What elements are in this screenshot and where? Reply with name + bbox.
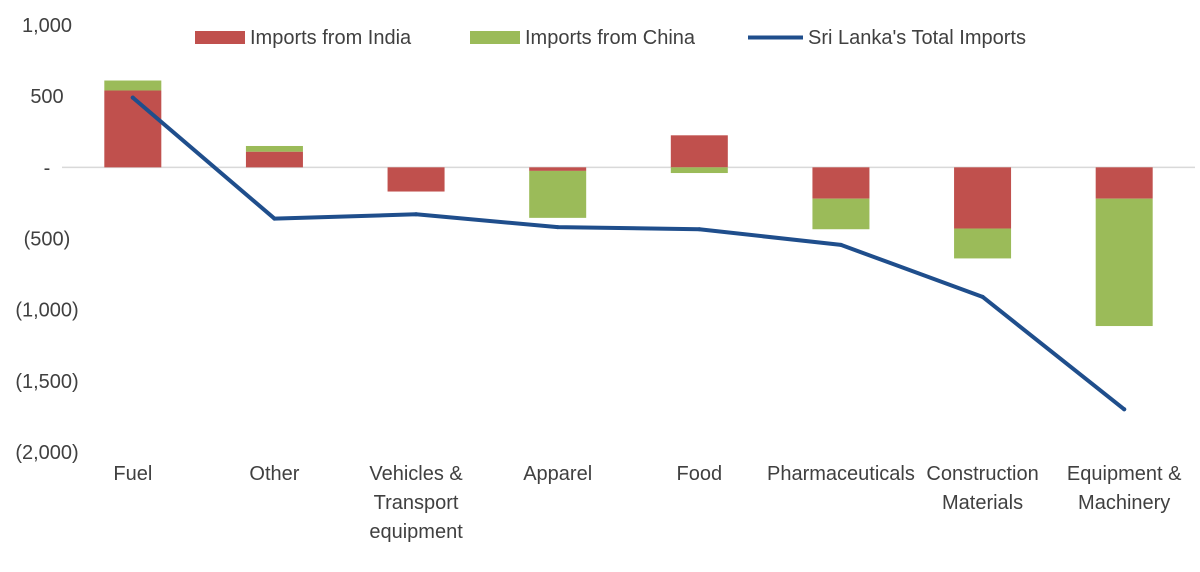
y-tick-label: (1,000) bbox=[15, 300, 78, 322]
y-tick-label: - bbox=[44, 157, 51, 179]
x-category-label-line: Apparel bbox=[523, 463, 592, 485]
x-category-label-line: Materials bbox=[942, 492, 1023, 514]
bar-imports-from-china bbox=[1095, 198, 1153, 327]
total-imports-point bbox=[1122, 407, 1127, 412]
x-category-label-line: Pharmaceuticals bbox=[767, 463, 915, 485]
x-category-label-line: Transport bbox=[374, 492, 459, 514]
total-imports-point bbox=[130, 95, 135, 100]
y-tick-label: (500) bbox=[24, 229, 71, 251]
bar-imports-from-india bbox=[245, 151, 303, 168]
total-imports-line bbox=[130, 95, 1127, 412]
bar-imports-from-china bbox=[529, 170, 587, 218]
legend-label: Imports from India bbox=[250, 27, 412, 49]
bar-imports-from-india bbox=[529, 167, 587, 171]
x-category-label: Pharmaceuticals bbox=[767, 463, 915, 485]
total-imports-point bbox=[555, 225, 560, 230]
x-category-label: Fuel bbox=[113, 463, 152, 485]
x-category-label-line: Other bbox=[249, 463, 299, 485]
bar-imports-from-india bbox=[670, 135, 728, 168]
legend-swatch bbox=[470, 31, 520, 44]
total-imports-point bbox=[414, 212, 419, 217]
legend-swatch bbox=[195, 31, 245, 44]
x-category-label: Construction Materials bbox=[926, 463, 1038, 514]
y-tick-label: (2,000) bbox=[15, 442, 78, 464]
line-series bbox=[130, 95, 1127, 412]
bar-imports-from-india bbox=[387, 167, 445, 192]
bar-imports-from-china bbox=[104, 80, 162, 91]
x-category-label-line: Machinery bbox=[1078, 492, 1170, 514]
legend: Imports from India Imports from China Sri … bbox=[195, 27, 1026, 49]
bars bbox=[104, 80, 1153, 327]
bar-imports-from-india bbox=[1095, 167, 1153, 199]
x-category-label-line: Food bbox=[677, 463, 723, 485]
bar-imports-from-china bbox=[670, 167, 728, 174]
legend-label: Sri Lanka's Total Imports bbox=[808, 27, 1026, 49]
x-category-label-line: equipment bbox=[369, 521, 463, 543]
y-tick-label: 1,000 bbox=[22, 15, 72, 37]
bar-imports-from-china bbox=[812, 198, 870, 230]
legend-label: Imports from China bbox=[525, 27, 696, 49]
bar-imports-from-india bbox=[954, 167, 1012, 229]
x-category-label: Apparel bbox=[523, 463, 592, 485]
x-category-label-line: Equipment & bbox=[1067, 463, 1182, 485]
x-category-label: Other bbox=[249, 463, 299, 485]
y-tick-label: 500 bbox=[30, 86, 63, 108]
x-category-label-line: Construction bbox=[926, 463, 1038, 485]
y-axis: 1,000 500 - (500) (1,000) (1,500) (2,000) bbox=[15, 15, 78, 464]
bar-imports-from-china bbox=[954, 228, 1012, 259]
x-category-label: Food bbox=[677, 463, 723, 485]
total-imports-point bbox=[838, 242, 843, 247]
total-imports-point bbox=[980, 294, 985, 299]
bar-imports-from-china bbox=[245, 145, 303, 152]
x-category-label-line: Fuel bbox=[113, 463, 152, 485]
bar-imports-from-india bbox=[812, 167, 870, 199]
total-imports-point bbox=[272, 216, 277, 221]
x-category-label-line: Vehicles & bbox=[369, 463, 463, 485]
bar-imports-from-india bbox=[104, 90, 162, 168]
x-axis: Fuel Other Vehicles & Transport equipment App… bbox=[113, 463, 1182, 543]
x-category-label: Equipment & Machinery bbox=[1067, 463, 1182, 514]
total-imports-point bbox=[697, 227, 702, 232]
y-tick-label: (1,500) bbox=[15, 371, 78, 393]
x-category-label: Vehicles & Transport equipment bbox=[369, 463, 463, 543]
